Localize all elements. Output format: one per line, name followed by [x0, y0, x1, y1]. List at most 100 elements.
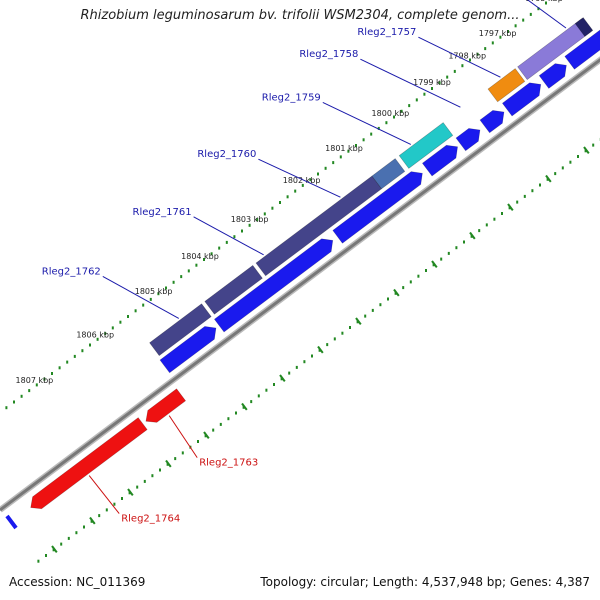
kbp-tick-label: 1797 kbp [479, 29, 517, 38]
gc-dot [241, 229, 243, 233]
gc-dot [60, 542, 63, 546]
gc-dot [250, 400, 253, 404]
gene-label-leader [322, 101, 412, 145]
gc-dot [339, 155, 342, 159]
gc-skew-track [5, 1, 600, 563]
gc-dot [89, 343, 91, 347]
gc-dot [174, 457, 177, 461]
genome-summary-text: Topology: circular; Length: 4,537,948 bp… [260, 575, 590, 589]
gc-dot [499, 35, 502, 39]
gc-dot [143, 479, 146, 483]
gc-dot [423, 92, 426, 96]
gc-dot [134, 309, 137, 313]
gc-dot [453, 69, 456, 73]
gc-skew-mark [241, 402, 248, 411]
kbp-tick-label: 1804 kbp [181, 252, 219, 261]
gc-dot [402, 286, 405, 290]
gene-label-leader [102, 275, 180, 319]
gene-label-leader [168, 415, 198, 458]
gc-dot [311, 354, 313, 358]
gc-dot [301, 183, 304, 187]
gc-dot [523, 194, 526, 198]
cds-reverse [30, 417, 148, 510]
kbp-tick-label: 1806 kbp [76, 331, 114, 340]
gc-dot [73, 354, 76, 358]
gc-dot [431, 87, 433, 90]
gc-dot [279, 201, 281, 204]
gene-label-leader [360, 58, 461, 108]
gc-dot [165, 286, 167, 290]
cds-forward [421, 144, 458, 177]
gc-dot [210, 252, 213, 256]
gc-dot [37, 559, 40, 563]
backbone-line [0, 58, 600, 512]
cds-forward [5, 514, 18, 530]
gc-dot [227, 417, 230, 421]
gc-dot [181, 451, 184, 455]
gc-dot [539, 183, 541, 187]
gc-dot [341, 331, 344, 335]
gc-skew-mark [431, 260, 438, 268]
gc-dot [294, 189, 297, 193]
cds-forward [564, 29, 600, 70]
gc-dot [83, 525, 85, 529]
gc-dot [136, 485, 139, 489]
kbp-tick-label: 1807 kbp [16, 376, 54, 385]
gc-dot [592, 143, 595, 147]
gc-skew-mark [279, 374, 286, 382]
gc-dot [377, 126, 380, 130]
gc-dot [438, 81, 441, 85]
gc-dot [111, 326, 114, 330]
gc-dot [447, 251, 450, 255]
gc-dot [393, 115, 395, 119]
gc-dot [35, 383, 38, 387]
gc-dot [288, 371, 291, 375]
gc-dot [478, 229, 481, 233]
kbp-tick-label: 1798 kbp [448, 52, 486, 61]
gc-dot [493, 217, 496, 221]
gc-dot [409, 280, 412, 284]
gene-label-layer: Rleg2_1756Rleg2_1757Rleg2_1758Rleg2_1759… [42, 0, 567, 525]
gc-dot [13, 400, 15, 404]
gene-label-leader [88, 475, 120, 514]
blast-hit [487, 68, 526, 103]
cds-forward [501, 82, 542, 117]
gene-label-leader [526, 0, 567, 29]
backbone-ring [0, 56, 600, 513]
gc-dot [577, 155, 579, 158]
gc-dot [440, 257, 443, 261]
gc-dot [501, 212, 503, 215]
gc-dot [218, 246, 221, 250]
gc-dot [113, 502, 116, 506]
gene-label: Rleg2_1760 [197, 149, 256, 160]
gc-dot [417, 274, 420, 278]
gc-dot [529, 12, 532, 16]
blast-hit [517, 18, 592, 81]
gc-dot [233, 235, 236, 239]
cds-forward [332, 171, 423, 244]
gc-dot [387, 297, 389, 301]
gc-dot [347, 149, 350, 153]
gc-dot [561, 166, 564, 170]
gc-dot [271, 206, 274, 210]
gc-dot [326, 343, 329, 347]
blast-hit [149, 303, 212, 357]
gc-skew-mark [203, 431, 210, 439]
gc-dot [317, 172, 319, 176]
gc-dot [400, 109, 403, 113]
gc-dot [51, 372, 53, 375]
gc-dot [491, 41, 494, 45]
gc-dot [248, 223, 251, 227]
gc-dot [203, 258, 205, 261]
gene-label-leader [418, 36, 501, 78]
kbp-ruler: 1795 kbp 1797 kbp 1798 kbp 1799 kbp 1800 kbp… [16, 0, 563, 385]
kbp-tick-label: 1801 kbp [325, 144, 363, 153]
gc-skew-mark [51, 545, 58, 554]
gc-dot [121, 497, 123, 500]
gc-dot [364, 314, 367, 318]
gc-dot [157, 292, 160, 296]
gc-dot [159, 468, 161, 472]
gc-dot [5, 406, 8, 410]
kbp-tick-label: 1805 kbp [135, 287, 173, 296]
